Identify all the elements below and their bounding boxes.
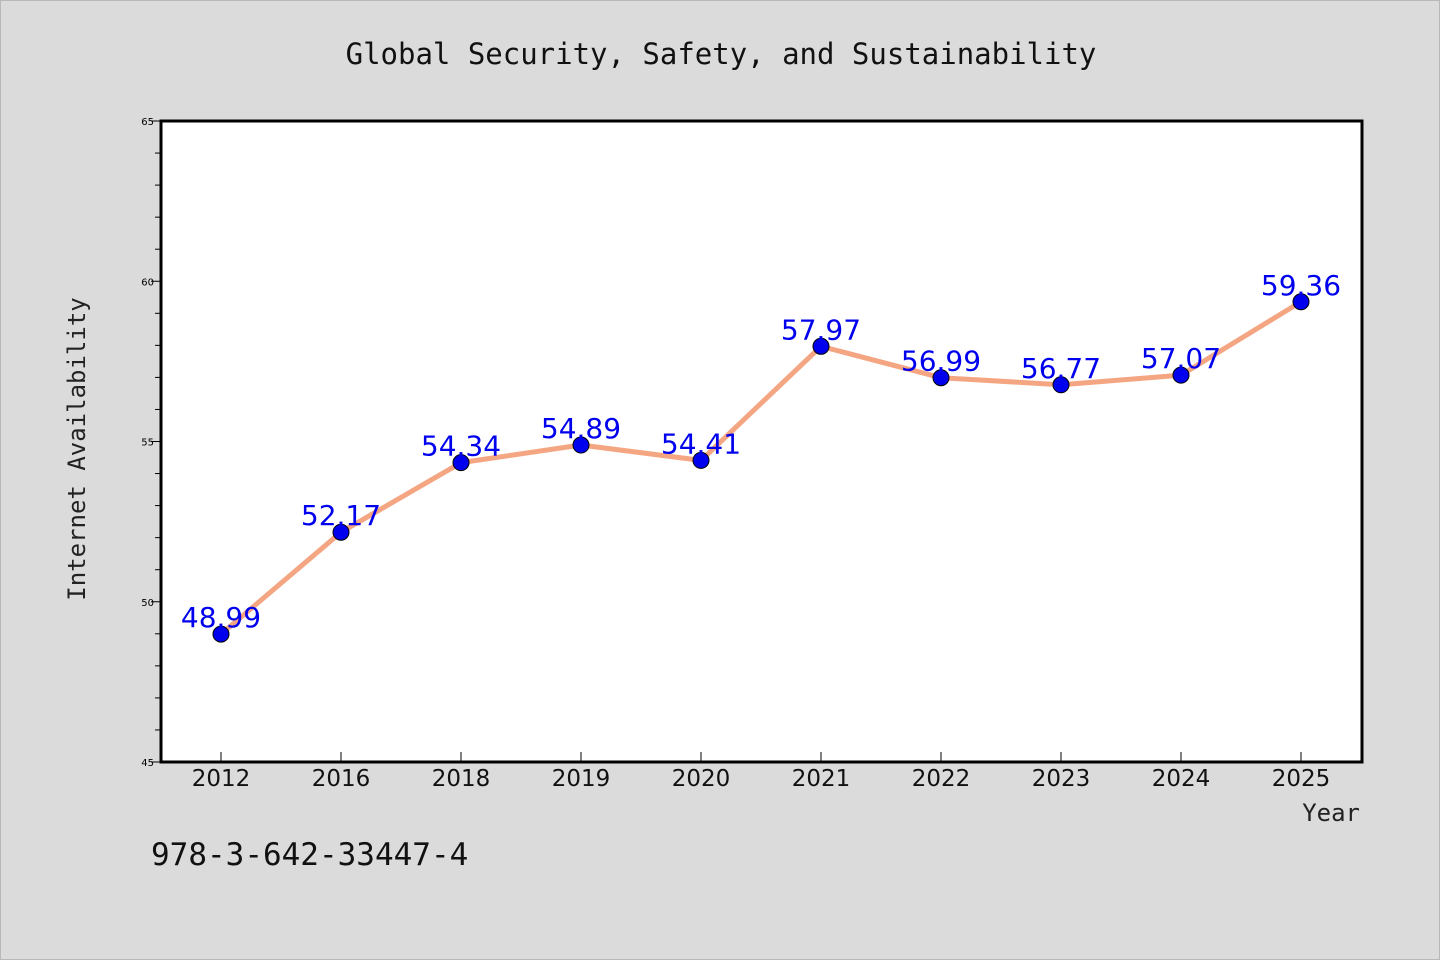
data-label: 54.41 [661,427,741,460]
series-line [218,299,1304,637]
x-tick-label: 2018 [432,766,491,792]
data-label: 48.99 [181,601,261,634]
data-label: 52.17 [301,499,381,532]
data-point [572,436,590,454]
data-label: 54.34 [421,430,501,463]
plot-area [159,119,1364,764]
y-tick-label: 50 [141,598,154,609]
data-point [692,451,710,469]
data-point [812,337,830,355]
data-label: 56.99 [901,345,981,378]
x-tick-label: 2012 [192,766,251,792]
chart-title: Global Security, Safety, and Sustainabil… [346,37,1097,71]
x-tick-label: 2020 [672,766,731,792]
x-tick-label: 2025 [1272,766,1331,792]
x-tick-label: 2024 [1152,766,1211,792]
y-axis-label: Internet Availability [63,297,91,600]
data-point [1172,366,1190,384]
data-label: 54.89 [541,412,621,445]
x-axis-label: Year [1302,799,1360,827]
data-point [452,454,470,472]
x-tick-label: 2021 [792,766,851,792]
data-point [1052,376,1070,394]
x-tick-label: 2022 [912,766,971,792]
data-label: 57.07 [1141,342,1221,375]
x-tick-label: 2016 [312,766,371,792]
y-axis-ticks: 45 50 55 60 65 [141,117,161,769]
data-point [932,369,950,387]
series-layer [212,293,1310,643]
x-tick-label: 2019 [552,766,611,792]
y-tick-label: 60 [141,277,154,288]
data-point [1292,293,1310,311]
y-tick-label: 55 [141,438,154,449]
isbn-text: 978-3-642-33447-4 [151,837,468,873]
x-axis-ticks: 2012 2016 2018 2019 2020 2021 2022 2023 2024 2025 [192,752,1331,792]
data-point [332,523,350,541]
data-label: 57.97 [781,313,861,346]
data-label: 59.36 [1261,269,1341,302]
y-tick-label: 65 [141,117,154,128]
y-tick-label: 45 [141,758,154,769]
x-tick-label: 2023 [1032,766,1091,792]
data-label: 56.77 [1021,352,1101,385]
data-point [212,625,230,643]
data-label-layer: 48.99 52.17 54.34 54.89 54.41 57.97 56.99 56.77… [181,269,1341,634]
